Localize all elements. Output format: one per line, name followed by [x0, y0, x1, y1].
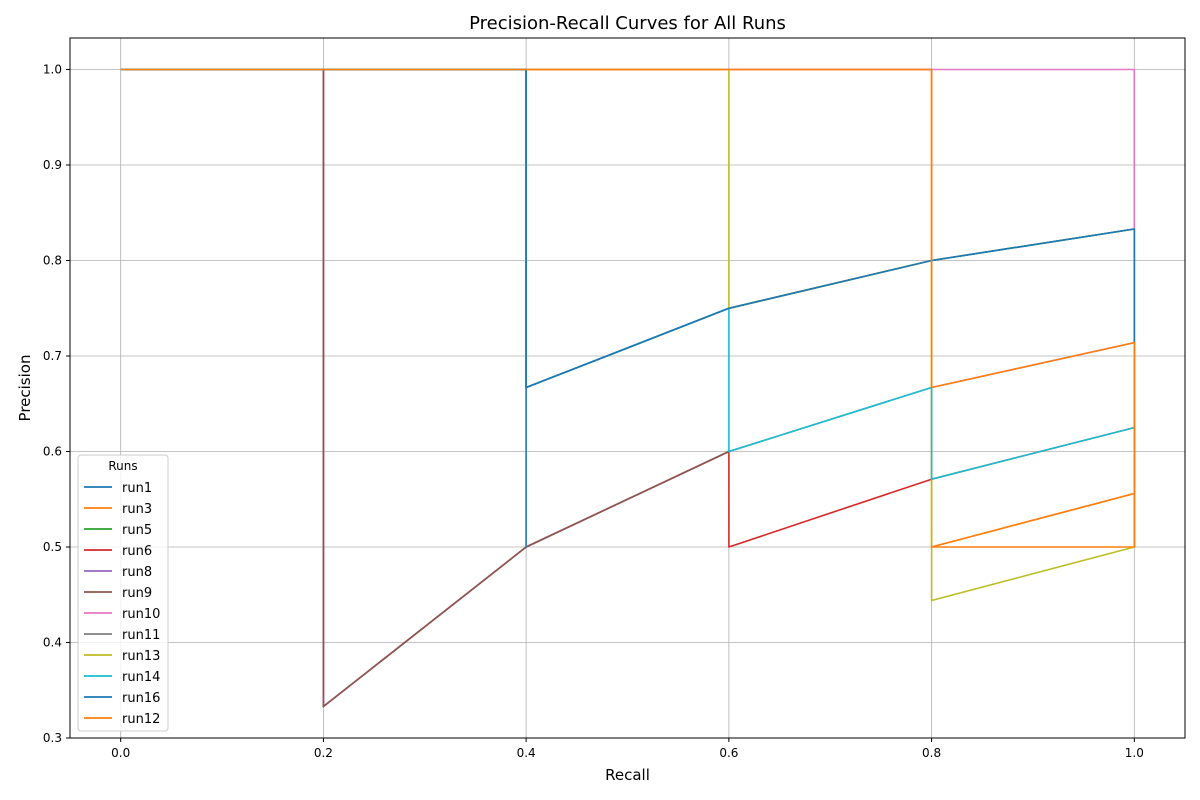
y-tick-label: 0.9	[43, 158, 62, 172]
legend-label-run10: run10	[122, 607, 160, 622]
legend-label-run3: run3	[122, 502, 152, 517]
legend-label-run14: run14	[122, 670, 160, 685]
legend-label-run9: run9	[122, 586, 152, 601]
y-tick-label: 0.6	[43, 445, 62, 459]
x-tick-label: 0.4	[517, 746, 536, 760]
y-tick-label: 0.3	[43, 731, 62, 745]
legend-label-run11: run11	[122, 628, 160, 643]
legend: Runs run1 run3 run5 run6 run8 run9 run10 run11 r…	[77, 454, 169, 732]
y-tick-label: 0.5	[43, 540, 62, 554]
x-tick-label: 0.6	[719, 746, 738, 760]
legend-label-run16: run16	[122, 691, 160, 706]
y-tick-label: 0.4	[43, 636, 62, 650]
y-tick-label: 0.7	[43, 349, 62, 363]
legend-label-run5: run5	[122, 523, 152, 538]
series-line-run16	[120, 68, 1136, 548]
chart-title: Precision-Recall Curves for All Runs	[469, 13, 786, 34]
y-tick-label: 1.0	[43, 63, 62, 77]
legend-label-run13: run13	[122, 649, 160, 664]
legend-label-run8: run8	[122, 565, 152, 580]
x-axis-title: Recall	[605, 766, 650, 784]
axis-ticks: 0.0 0.2 0.4 0.6 0.8 1.0 0.3 0.4 0.5 0.6 0.7 0.8 0.9 1…	[43, 63, 1144, 760]
x-tick-label: 0.0	[111, 746, 130, 760]
legend-label-run1: run1	[122, 481, 152, 496]
series-line-run12	[120, 68, 1136, 548]
x-tick-label: 1.0	[1125, 746, 1144, 760]
y-axis-title: Precision	[16, 355, 34, 422]
legend-label-run6: run6	[122, 544, 152, 559]
x-tick-label: 0.8	[922, 746, 941, 760]
legend-title: Runs	[108, 459, 137, 473]
plot-frame	[69, 37, 1186, 739]
legend-box	[77, 454, 169, 732]
legend-label-run12: run12	[122, 712, 160, 727]
series-lines	[120, 68, 1136, 708]
x-tick-label: 0.2	[314, 746, 333, 760]
y-tick-label: 0.8	[43, 254, 62, 268]
